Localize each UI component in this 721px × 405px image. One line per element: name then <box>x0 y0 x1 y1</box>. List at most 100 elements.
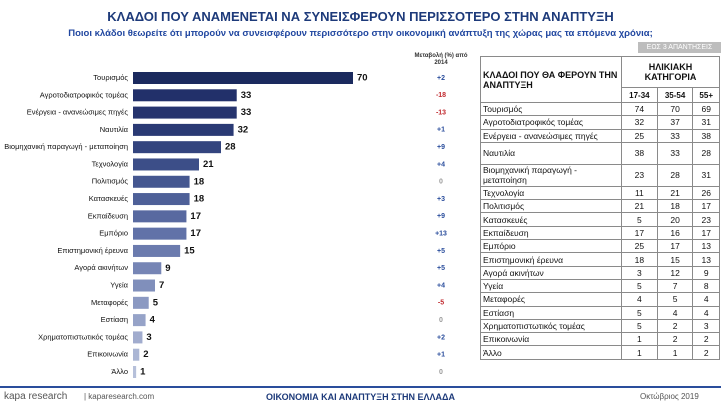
header-column: 17-34 <box>621 87 658 103</box>
bar <box>133 175 190 188</box>
cell-value: 5 <box>656 292 694 307</box>
category-label: Χρηματοπιστωτικός τομέας <box>38 332 128 341</box>
cell-value: 5 <box>621 305 658 320</box>
cell-name: Ναυτιλία <box>480 141 622 165</box>
table-row: Αγροτοδιατροφικός τομέας 32 37 31 <box>480 115 720 130</box>
cell-value: 5 <box>621 212 658 227</box>
value-label: 15 <box>184 245 195 256</box>
change-header: Μεταβολή (%) από 2014 <box>414 53 468 66</box>
cell-name: Τεχνολογία <box>480 185 622 201</box>
change-label: 0 <box>439 369 443 376</box>
chart-subtitle: Ποιοι κλάδοι θεωρείτε ότι μπορούν να συν… <box>68 28 653 39</box>
cell-value: 69 <box>692 101 720 117</box>
date: Οκτώβριος 2019 <box>640 392 699 401</box>
change-label: +9 <box>437 144 445 151</box>
cell-name: Μεταφορές <box>480 292 622 307</box>
cell-value: 3 <box>621 265 658 280</box>
change-label: 0 <box>439 317 443 324</box>
header-column: 55+ <box>692 87 720 103</box>
cell-value: 23 <box>692 212 720 227</box>
bar <box>133 366 137 378</box>
cell-value: 17 <box>692 199 720 214</box>
cell-value: 25 <box>621 128 658 143</box>
category-label: Εμπόριο <box>99 229 128 238</box>
bar <box>133 72 353 84</box>
table-row: Εστίαση 5 4 4 <box>480 305 720 320</box>
change-label: +5 <box>437 248 445 255</box>
category-label: Αγροτοδιατροφικός τομέας <box>40 90 129 99</box>
category-label: Κατασκευές <box>89 194 129 203</box>
table-row: Υγεία 5 7 8 <box>480 278 720 294</box>
cell-value: 8 <box>692 278 720 294</box>
cell-value: 5 <box>621 278 658 294</box>
header-group: ΗΛΙΚΙΑΚΗ ΚΑΤΗΓΟΡΙΑ <box>621 56 720 88</box>
logo: kapa research <box>4 391 68 402</box>
table-row: Επιστημονική έρευνα 18 15 13 <box>480 252 720 267</box>
bar <box>133 279 155 292</box>
cell-value: 21 <box>621 199 658 214</box>
cell-value: 20 <box>656 212 694 227</box>
header-row: ΚΛΑΔΟΙ ΠΟΥ ΘΑ ΦΕΡΟΥΝ ΤΗΝ ΑΝΑΠΤΥΞΗ ΗΛΙΚΙΑΚ… <box>480 56 720 103</box>
value-label: 1 <box>140 367 146 378</box>
bar <box>133 89 237 102</box>
cell-value: 26 <box>692 185 720 201</box>
category-label: Τουρισμός <box>93 73 128 82</box>
value-label: 33 <box>241 107 252 118</box>
change-label: +1 <box>437 127 445 134</box>
change-label: -18 <box>436 92 446 99</box>
cell-name: Αγορά ακινήτων <box>480 265 622 280</box>
cell-value: 17 <box>621 225 658 241</box>
cell-value: 4 <box>621 292 658 307</box>
cell-value: 38 <box>692 128 720 143</box>
cell-value: 21 <box>656 185 694 201</box>
cell-value: 4 <box>692 292 720 307</box>
cell-value: 2 <box>656 318 694 334</box>
change-label: +5 <box>437 265 445 272</box>
change-label: 0 <box>439 179 443 186</box>
bar <box>133 227 187 240</box>
value-label: 7 <box>159 280 164 291</box>
bar <box>133 193 190 206</box>
table-row: Τεχνολογία 11 21 26 <box>480 185 720 201</box>
value-label: 4 <box>150 315 156 326</box>
value-label: 9 <box>165 263 170 274</box>
category-label: Πολιτισμός <box>92 177 129 186</box>
bar-chart: Τουρισμός 7 0 +2 Αγροτοδιατροφικός τομέας 33 -… <box>4 72 447 378</box>
table-row: Μεταφορές 4 5 4 <box>480 292 720 307</box>
cell-value: 32 <box>621 115 658 130</box>
bar <box>133 210 187 223</box>
category-label: Άλλο <box>111 367 128 376</box>
cell-value: 12 <box>656 265 694 280</box>
value-label: 3 <box>146 332 151 343</box>
cell-name: Τουρισμός <box>480 101 622 117</box>
category-label: Εστίαση <box>101 315 128 324</box>
value-label: 5 <box>153 297 159 308</box>
category-label: Τεχνολογία <box>92 159 129 168</box>
table-row: Πολιτισμός 21 18 17 <box>480 199 720 214</box>
website: | kaparesearch.com <box>84 392 155 401</box>
bar <box>133 296 149 309</box>
bar <box>133 314 146 327</box>
chart-title: ΚΛΑΔΟΙ ΠΟΥ ΑΝΑΜΕΝΕΤΑΙ ΝΑ ΣΥΝΕΙΣΦΕΡΟΥΝ ΠΕ… <box>107 9 614 24</box>
category-label: Βιομηχανική παραγωγή - μεταποίηση <box>4 142 128 151</box>
bar <box>133 331 143 344</box>
cell-name: Κατασκευές <box>480 212 622 227</box>
cell-value: 31 <box>692 115 720 130</box>
cell-value: 2 <box>692 332 720 347</box>
table-row: Ναυτιλία 38 33 28 <box>480 141 720 165</box>
table-row: Επικοινωνία 1 2 2 <box>480 332 720 347</box>
cell-name: Άλλο <box>480 345 622 360</box>
table-row: Αγορά ακινήτων 3 12 9 <box>480 265 720 280</box>
table-row: Βιομηχανική παραγωγή - μεταποίηση 23 28 31 <box>480 163 720 187</box>
change-label: +2 <box>437 334 445 341</box>
bar <box>133 348 140 361</box>
cell-value: 33 <box>656 128 694 143</box>
cell-value: 38 <box>621 141 658 165</box>
cell-name: Αγροτοδιατροφικός τομέας <box>480 115 622 130</box>
cell-value: 1 <box>621 332 658 347</box>
cell-value: 2 <box>656 332 694 347</box>
cell-value: 9 <box>692 265 720 280</box>
table-row: Τουρισμός 74 70 69 <box>480 101 720 117</box>
change-label: +9 <box>437 213 445 220</box>
cell-name: Εμπόριο <box>480 239 622 254</box>
